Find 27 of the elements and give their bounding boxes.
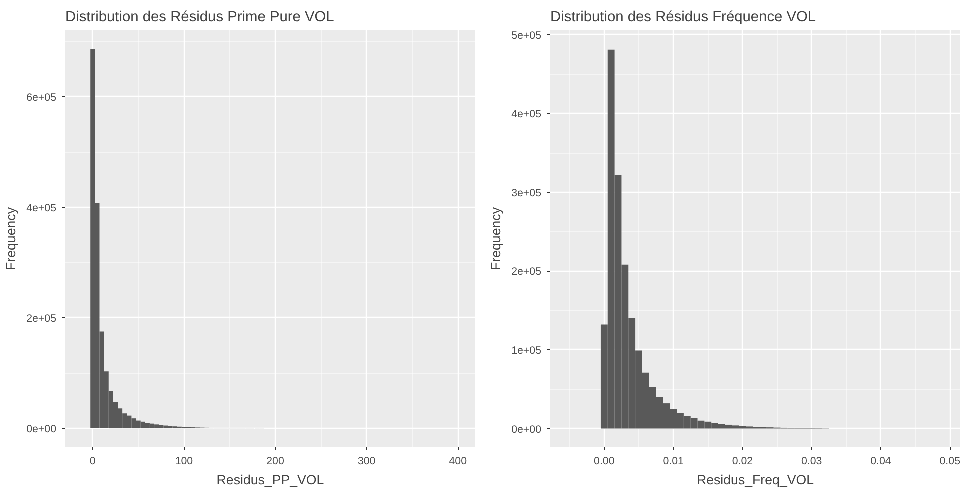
y-tick-label: 3e+05 [512,187,542,200]
x-tick-label: 300 [358,456,376,468]
x-axis-title: Residus_PP_VOL [216,472,324,488]
y-tick-label: 4e+05 [26,202,57,214]
x-tick-label: 0.00 [594,456,615,468]
y-tick-label: 6e+05 [26,92,57,104]
y-tick-label: 0e+00 [512,424,542,436]
x-tick-label: 400 [449,456,468,468]
y-axis-title: Frequency [488,207,504,270]
chart-title: Distribution des Résidus Prime Pure VOL [66,10,334,26]
y-tick-label: 2e+05 [512,266,542,278]
x-tick-label: 0.02 [732,456,754,468]
x-tick-label: 200 [266,456,284,468]
x-axis-title: Residus_Freq_VOL [696,472,814,488]
y-tick-label: 0e+00 [26,424,57,436]
y-tick-label: 4e+05 [512,108,542,121]
y-tick-label: 5e+05 [512,30,542,42]
x-tick-label: 0 [90,456,96,468]
y-tick-label: 2e+05 [26,312,57,325]
y-axis-title: Frequency [4,207,19,270]
y-tick-label: 1e+05 [512,344,542,357]
x-tick-label: 0.05 [940,456,961,468]
x-tick-label: 0.03 [801,456,822,468]
x-tick-label: 100 [175,456,194,468]
x-tick-label: 0.04 [870,456,892,468]
x-tick-label: 0.01 [663,456,684,468]
chart-title: Distribution des Résidus Fréquence VOL [550,10,816,26]
